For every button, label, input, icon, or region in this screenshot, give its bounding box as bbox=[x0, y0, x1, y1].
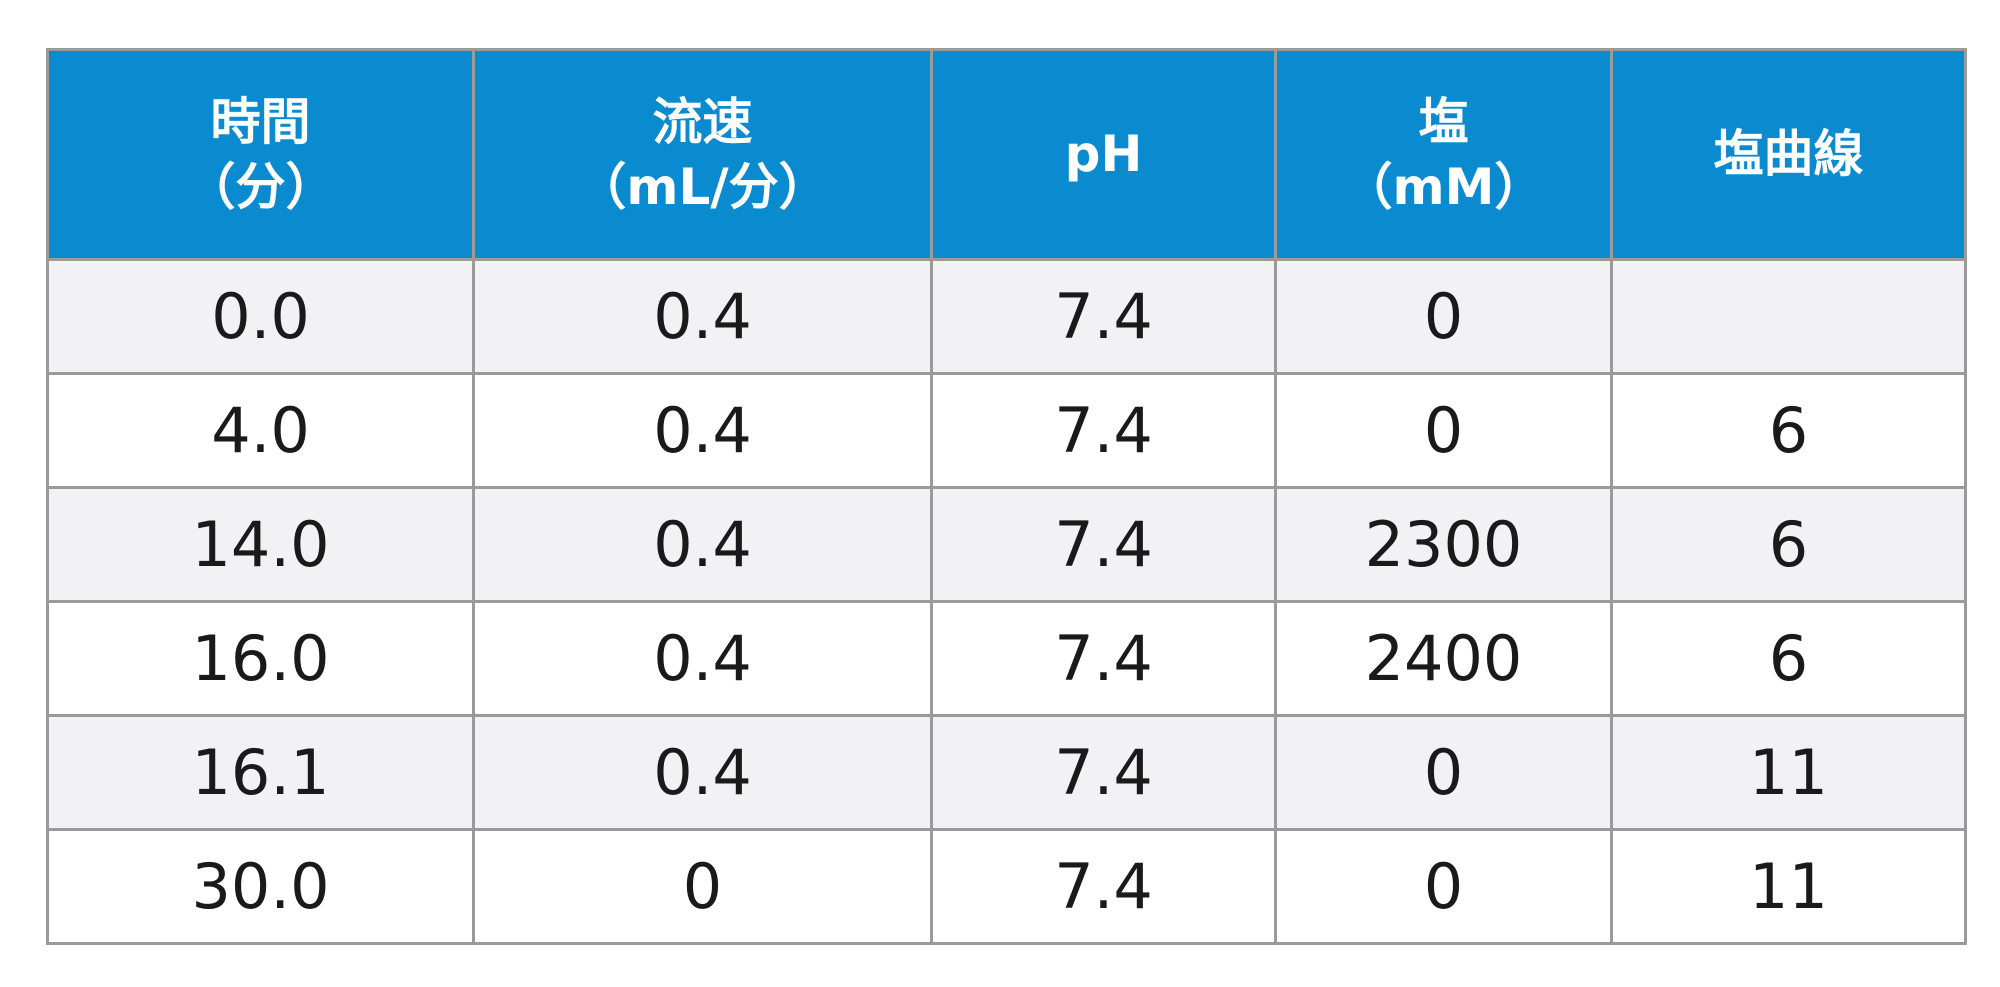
header-text: （mL/分） bbox=[576, 157, 829, 216]
table-cell: 2400 bbox=[1274, 600, 1613, 717]
table-cell: 0.4 bbox=[472, 714, 933, 831]
table-cell: 0.4 bbox=[472, 486, 933, 603]
table-cell: 2300 bbox=[1274, 486, 1613, 603]
header-cell: 塩曲線 bbox=[1610, 48, 1967, 261]
header-text: pH bbox=[1064, 125, 1143, 183]
table-cell: 7.4 bbox=[930, 714, 1277, 831]
header-text: （mM） bbox=[1342, 157, 1545, 216]
header-cell: pH bbox=[930, 48, 1277, 261]
table-cell: 7.4 bbox=[930, 600, 1277, 717]
header-text: 時間 bbox=[210, 92, 311, 151]
header-cell: 塩 （mM） bbox=[1274, 48, 1613, 261]
table-cell: 16.1 bbox=[46, 714, 475, 831]
header-row: 時間 （分） 流速 （mL/分） pH 塩 （mM） 塩曲線 bbox=[46, 48, 1967, 261]
table-cell: 0 bbox=[1274, 828, 1613, 945]
table-cell: 0 bbox=[1274, 714, 1613, 831]
table-cell: 6 bbox=[1610, 372, 1967, 489]
table-cell: 4.0 bbox=[46, 372, 475, 489]
table-cell: 14.0 bbox=[46, 486, 475, 603]
table-cell: 6 bbox=[1610, 600, 1967, 717]
table-cell bbox=[1610, 258, 1967, 375]
table-cell: 0.4 bbox=[472, 372, 933, 489]
table-cell: 7.4 bbox=[930, 258, 1277, 375]
header-cell: 流速 （mL/分） bbox=[472, 48, 933, 261]
table-cell: 7.4 bbox=[930, 486, 1277, 603]
header-text: 塩曲線 bbox=[1713, 125, 1864, 183]
table-row: 30.0 0 7.4 0 11 bbox=[46, 828, 1967, 945]
table-row: 4.0 0.4 7.4 0 6 bbox=[46, 372, 1967, 489]
table-cell: 16.0 bbox=[46, 600, 475, 717]
header-text: （分） bbox=[185, 157, 336, 216]
header-cell: 時間 （分） bbox=[46, 48, 475, 261]
table-row: 14.0 0.4 7.4 2300 6 bbox=[46, 486, 1967, 603]
table-cell: 11 bbox=[1610, 828, 1967, 945]
table-cell: 0 bbox=[1274, 258, 1613, 375]
gradient-table: 時間 （分） 流速 （mL/分） pH 塩（mM） 塩曲線 0.0 0.4 7.4 0 4.0 0.4… bbox=[46, 48, 1967, 945]
table-cell: 0 bbox=[472, 828, 933, 945]
table-row: 0.0 0.4 7.4 0 bbox=[46, 258, 1967, 375]
table-cell: 0 bbox=[1274, 372, 1613, 489]
table-cell: 11 bbox=[1610, 714, 1967, 831]
table-body: 0.0 0.4 7.4 0 4.0 0.4 7.4 0 6 14.0 0.4 7.4 2300 6 16.0… bbox=[46, 258, 1967, 945]
table-row: 16.0 0.4 7.4 2400 6 bbox=[46, 600, 1967, 717]
table-cell: 7.4 bbox=[930, 828, 1277, 945]
table-cell: 7.4 bbox=[930, 372, 1277, 489]
table-cell: 0.4 bbox=[472, 258, 933, 375]
table-cell: 0.0 bbox=[46, 258, 475, 375]
table-cell: 0.4 bbox=[472, 600, 933, 717]
header-text: 塩 bbox=[1418, 92, 1469, 151]
header-text: 流速 bbox=[652, 92, 753, 151]
table-cell: 6 bbox=[1610, 486, 1967, 603]
table-row: 16.1 0.4 7.4 0 11 bbox=[46, 714, 1967, 831]
table-cell: 30.0 bbox=[46, 828, 475, 945]
